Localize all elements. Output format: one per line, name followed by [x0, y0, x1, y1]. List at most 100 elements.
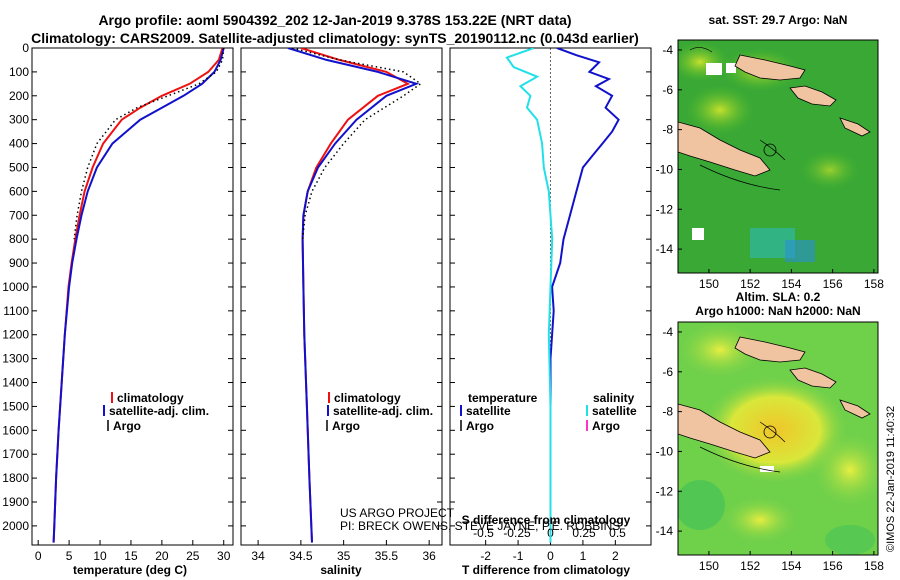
depth-tick-label: 1700: [2, 447, 29, 461]
x-tick-label: 34.5: [289, 549, 313, 563]
sst-warm-patch: [800, 150, 860, 190]
map-x-tick-label: 158: [864, 559, 884, 573]
salinity-xlabel: salinity: [320, 563, 362, 577]
sst-missing-pixel: [692, 228, 704, 240]
depth-tick-label: 1500: [2, 399, 29, 413]
x-tick-label: 34: [251, 549, 265, 563]
map-y-tick-label: -8: [662, 123, 673, 137]
series-line-t-satellite: [549, 48, 620, 543]
project-credit-line-1: US ARGO PROJECT: [340, 506, 455, 520]
depth-tick-label: 2000: [2, 519, 29, 533]
map-y-tick-label: -6: [662, 365, 673, 379]
legend-argo: Argo: [332, 419, 360, 433]
salinity-legend: climatology satellite-adj. clim. Argo: [326, 391, 433, 433]
depth-tick-label: 0: [22, 41, 29, 55]
sst-map: [678, 40, 878, 273]
series-line-satellite-adj-clim-: [52, 48, 225, 543]
depth-axis: 0 100 200 300 400 500 600 700 800 900 1000 1100 1200…: [2, 41, 651, 533]
map-y-tick-label: -4: [662, 325, 673, 339]
depth-tick-label: 1000: [2, 280, 29, 294]
bathymetry-contour: [759, 139, 786, 161]
depth-tick-label: 1400: [2, 376, 29, 390]
depth-tick-label: 100: [9, 65, 29, 79]
legend-salinity-title: salinity: [593, 391, 635, 405]
map-x-tick-label: 150: [699, 559, 719, 573]
map-y-tick-label: -12: [656, 484, 674, 498]
sst-warm-patch: [678, 42, 730, 82]
map-x-tick-label: 156: [823, 559, 843, 573]
x-tick-label: 36: [422, 549, 436, 563]
bathymetry-contour: [689, 47, 713, 53]
x-tick-label: 10: [93, 549, 107, 563]
top-tick-label: -0.5: [473, 526, 494, 540]
top-tick-label: -0.25: [503, 526, 531, 540]
map-y-tick-label: -6: [662, 83, 673, 97]
land-new-guinea: [734, 54, 806, 81]
t-difference-xlabel: T difference from climatology: [462, 563, 630, 577]
salinity-plot-frame: [240, 47, 443, 546]
series-line-satellite-adj-clim-: [287, 48, 420, 543]
land-new-britain: [789, 367, 837, 389]
map-x-tick-label: 158: [864, 277, 884, 291]
sla-low: [825, 525, 875, 555]
depth-tick-label: 300: [9, 113, 29, 127]
map-x-tick-label: 154: [781, 277, 801, 291]
legend-s-satellite: satellite: [592, 404, 637, 418]
land-papua: [678, 403, 771, 459]
x-tick-label: 15: [124, 549, 138, 563]
sst-map-axes: 150 152 154 156 158 -4 -6 -8 -10 -12 -14: [656, 43, 885, 291]
land-solomons: [839, 399, 871, 419]
imos-timestamp: ©IMOS 22-Jan-2019 11:40:32: [885, 406, 897, 552]
top-tick-label: 0.5: [609, 526, 626, 540]
x-tick-label: 2: [612, 549, 619, 563]
map-x-tick-label: 150: [699, 277, 719, 291]
x-tick-label: 35: [337, 549, 351, 563]
land-new-guinea: [734, 336, 806, 363]
legend-argo: Argo: [113, 419, 141, 433]
bathymetry-contour: [699, 446, 781, 473]
sla-map-title-2: Argo h1000: NaN h2000: NaN: [695, 304, 860, 318]
legend-temperature-title: temperature: [468, 391, 538, 405]
depth-tick-label: 1300: [2, 352, 29, 366]
bathymetry-contour: [699, 164, 781, 191]
depth-tick-label: 900: [9, 256, 29, 270]
map-y-tick-label: -8: [662, 405, 673, 419]
x-tick-label: 30: [217, 549, 231, 563]
temperature-axis: 0 5 10 15 20 25 30: [35, 540, 231, 563]
map-y-tick-label: -12: [656, 202, 674, 216]
legend-satellite-adj: satellite-adj. clim.: [333, 404, 433, 418]
project-credit-line-2: PI: BRECK OWENS, STEVE JAYNE, P.E. ROBBI…: [340, 519, 620, 533]
x-tick-label: 0: [547, 549, 554, 563]
top-tick-label: 0.25: [572, 526, 596, 540]
depth-tick-label: 800: [9, 232, 29, 246]
sla-low: [678, 480, 725, 530]
header-line-2: Climatology: CARS2009. Satellite-adjuste…: [31, 30, 639, 46]
sla-map: [678, 322, 878, 555]
x-tick-label: 5: [66, 549, 73, 563]
map-x-tick-label: 154: [781, 559, 801, 573]
map-x-tick-label: 152: [740, 559, 760, 573]
series-line-s-satellite: [505, 48, 554, 543]
legend-t-argo: Argo: [466, 419, 494, 433]
depth-tick-label: 600: [9, 184, 29, 198]
map-x-tick-label: 156: [823, 277, 843, 291]
legend-climatology: climatology: [117, 391, 184, 405]
depth-tick-label: 1900: [2, 495, 29, 509]
sla-high: [678, 322, 765, 380]
sst-missing-pixel: [726, 63, 736, 73]
sst-warm-patch: [685, 85, 755, 135]
difference-series: [505, 48, 620, 543]
temperature-plot-frame: [31, 47, 234, 546]
depth-tick-label: 700: [9, 208, 29, 222]
salinity-axis: 34 34.5 35 35.5 36: [251, 540, 436, 563]
sst-cool-patch: [785, 240, 815, 262]
difference-legend: temperature satellite Argo salinity sate…: [460, 391, 637, 433]
x-tick-label: 20: [155, 549, 169, 563]
legend-satellite-adj: satellite-adj. clim.: [109, 404, 209, 418]
x-tick-label: 25: [186, 549, 200, 563]
depth-tick-label: 1200: [2, 328, 29, 342]
x-tick-label: 35.5: [375, 549, 399, 563]
land-solomons: [839, 117, 871, 137]
depth-tick-label: 1600: [2, 423, 29, 437]
